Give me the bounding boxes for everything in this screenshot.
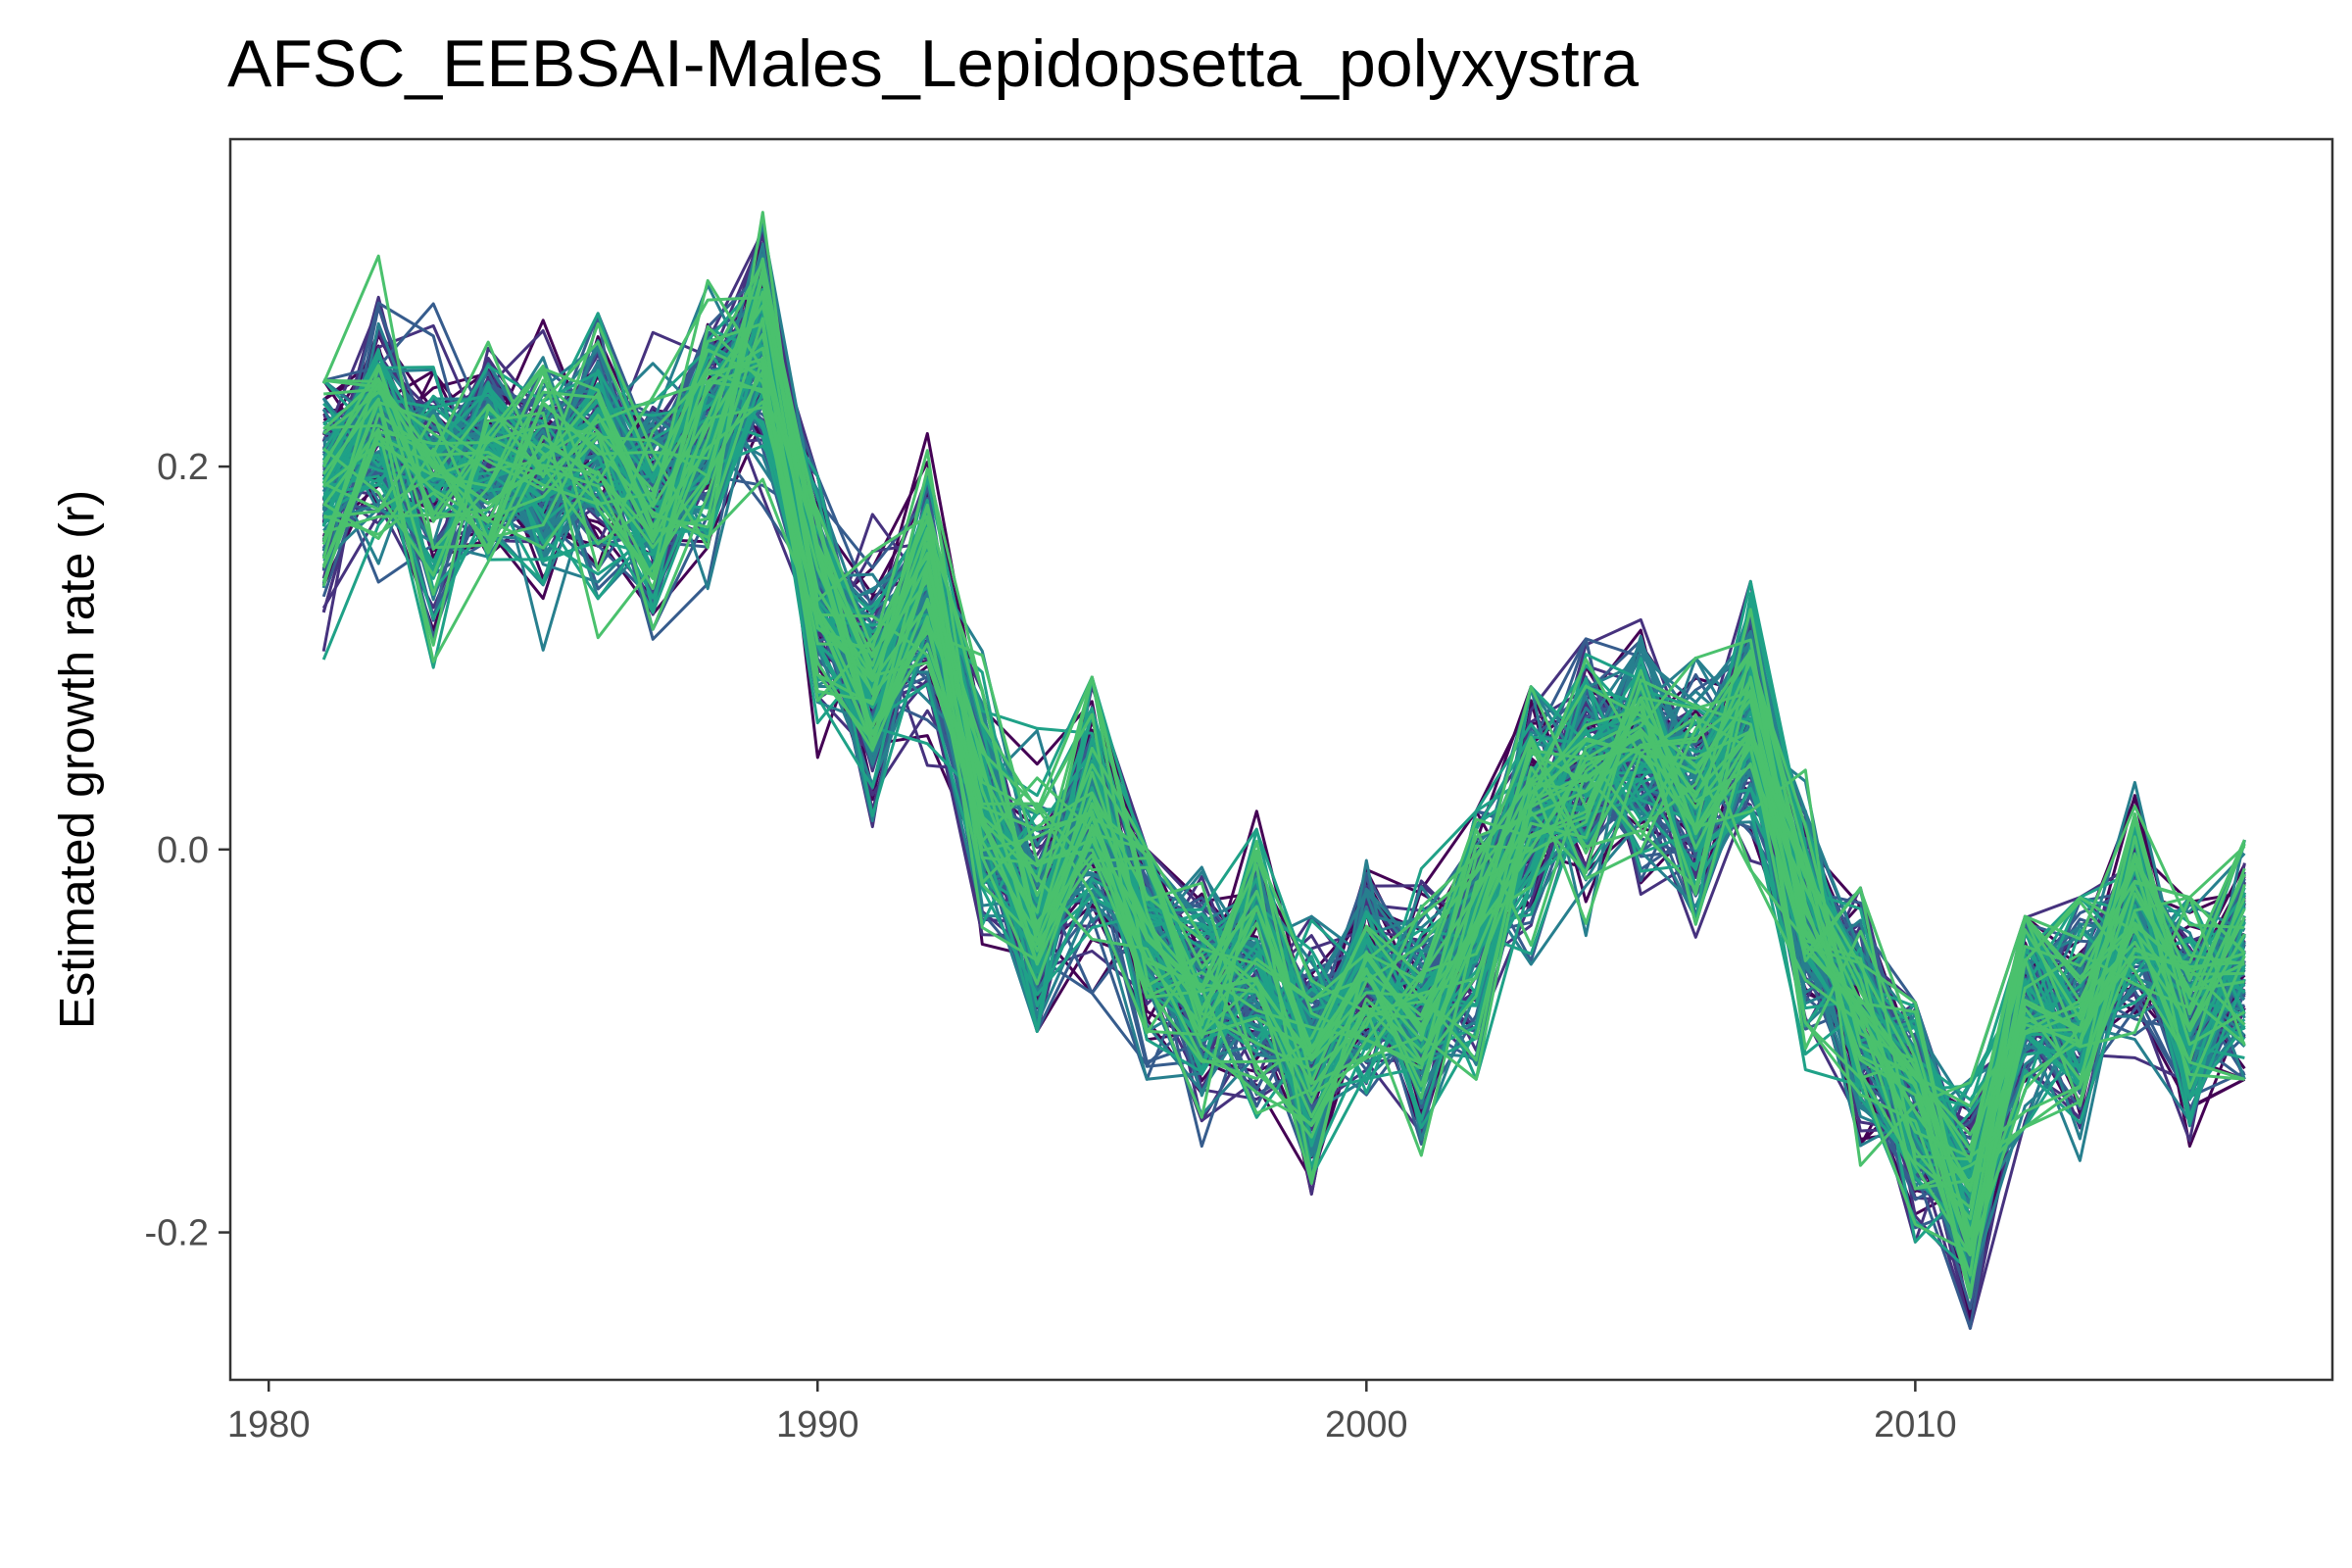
x-tick-label: 1980 xyxy=(227,1404,311,1446)
series-line xyxy=(321,317,2245,1191)
y-tick-label: -0.2 xyxy=(145,1213,209,1254)
axes-layer: 1980 1990 2000 2010 -0.2 0.0 0.2 xyxy=(145,447,1957,1446)
y-tick-label: 0.0 xyxy=(157,830,209,871)
series-line xyxy=(322,357,2246,1159)
series-line xyxy=(321,275,2246,1277)
series-line xyxy=(322,390,2246,1221)
x-tick-label: 2010 xyxy=(1874,1404,1957,1446)
series-line xyxy=(321,356,2246,1191)
panel-border xyxy=(228,137,2334,1382)
x-tick-label: 1990 xyxy=(776,1404,859,1446)
series-line xyxy=(321,211,2245,1161)
y-tick-label: 0.2 xyxy=(157,447,209,488)
x-tick-label: 2000 xyxy=(1325,1404,1408,1446)
series-layer xyxy=(321,211,2246,1330)
y-axis-title: Estimated growth rate (r) xyxy=(50,490,105,1029)
chart-title: AFSC_EEBSAI-Males_Lepidopsetta_polyxystr… xyxy=(227,26,1640,101)
series-line xyxy=(321,270,2246,1239)
series-line xyxy=(321,254,2246,1250)
series-line xyxy=(323,369,2246,1257)
series-line xyxy=(323,304,2246,1299)
